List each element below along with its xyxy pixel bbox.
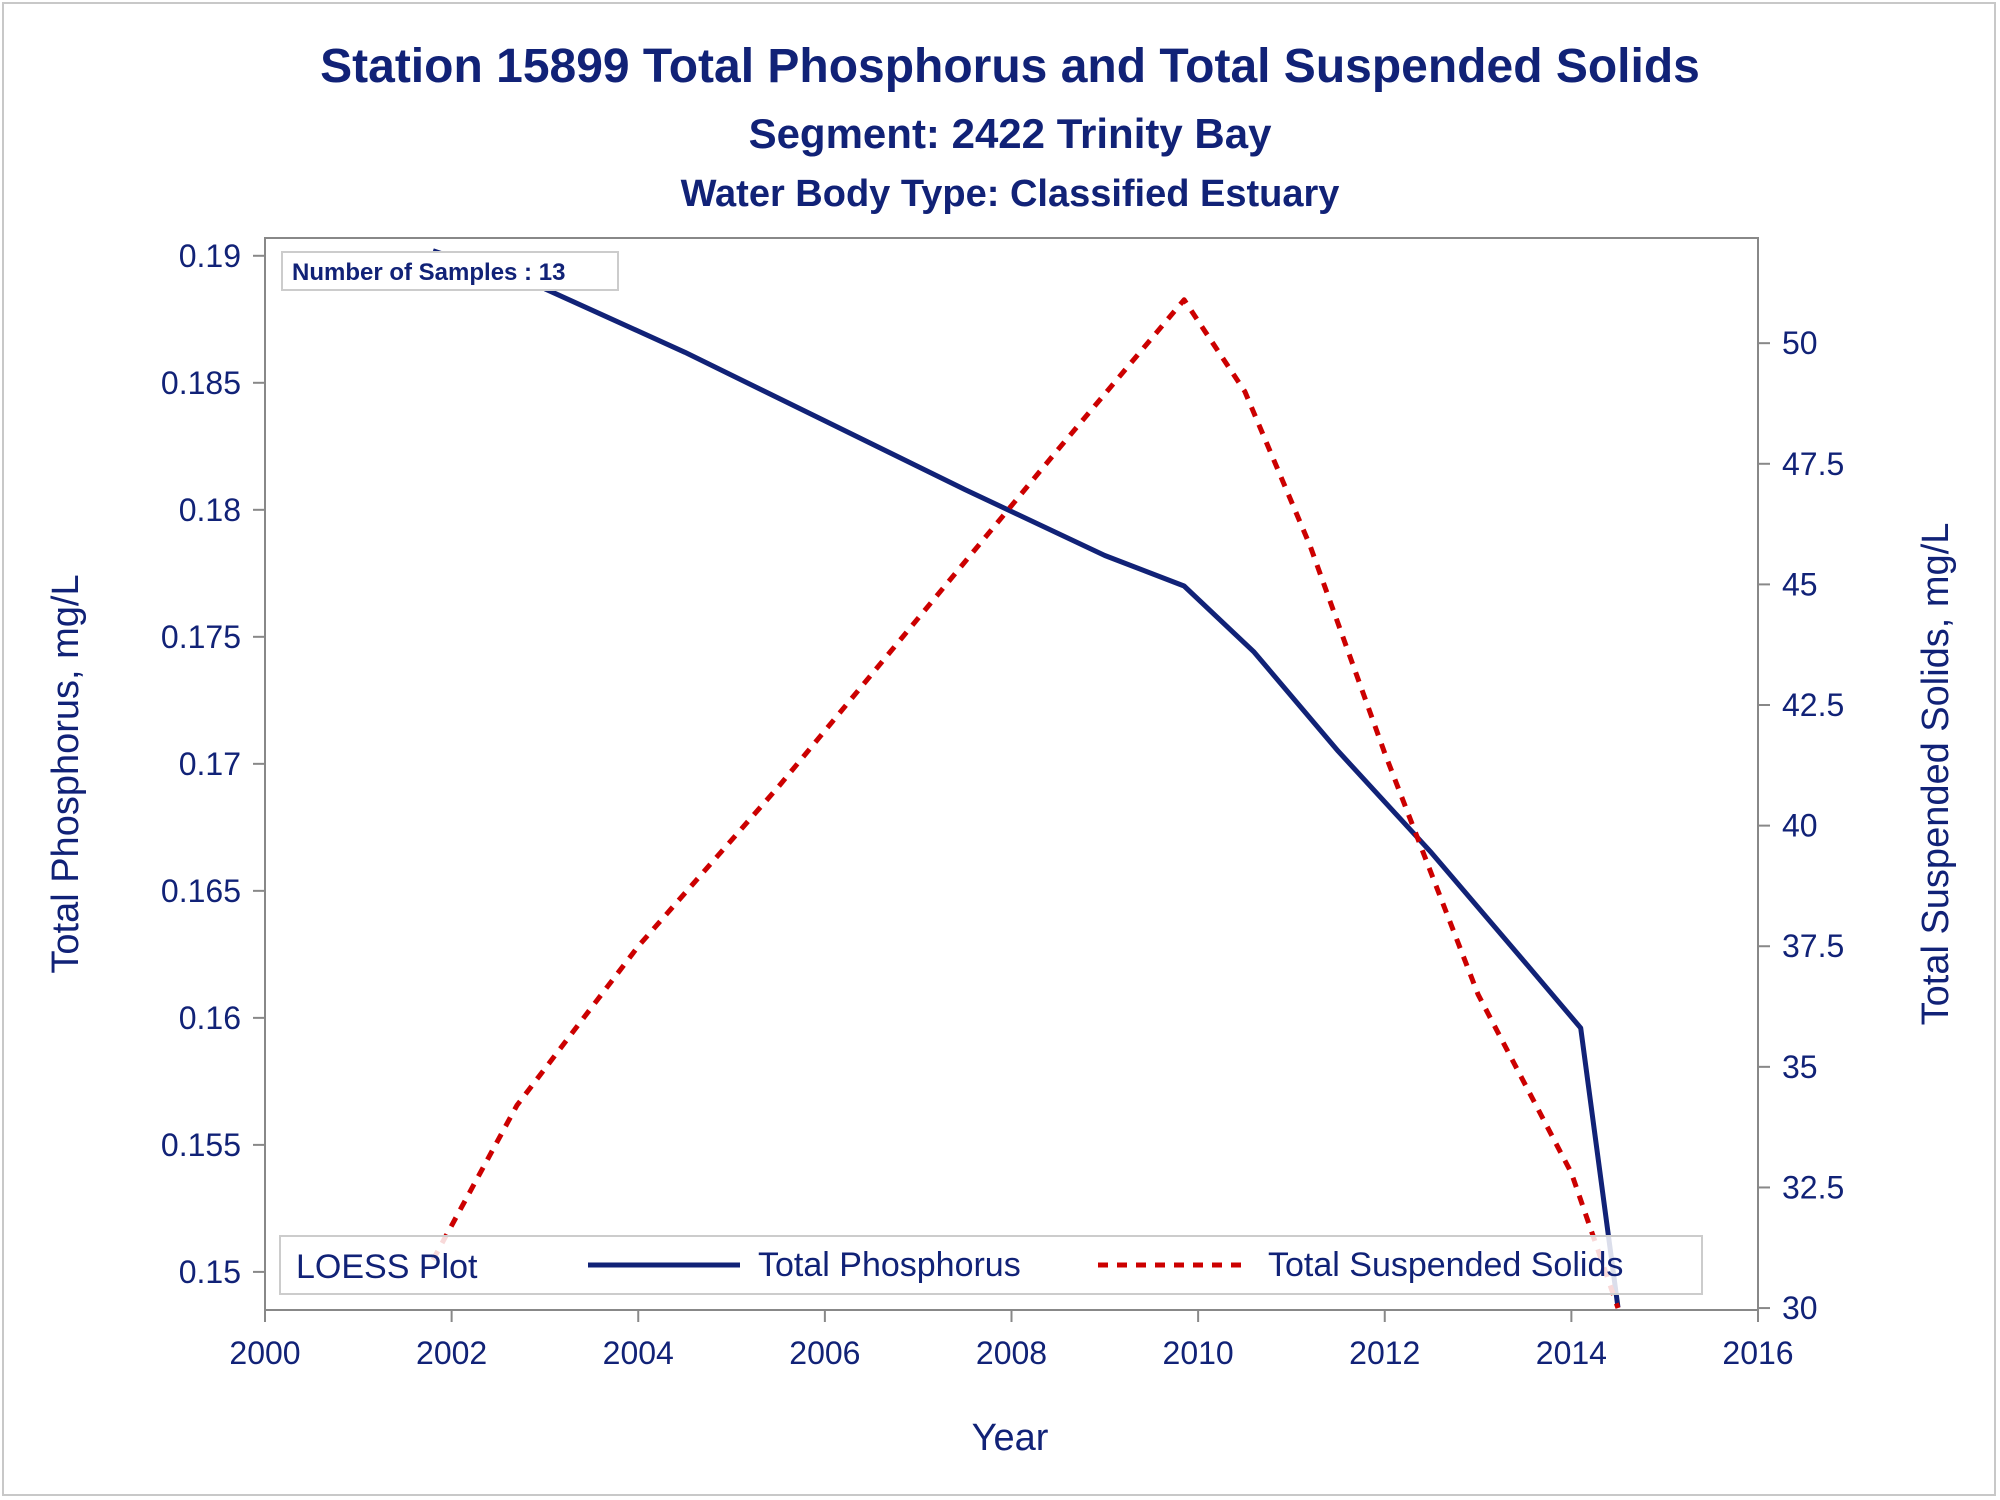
x-tick-label: 2006: [789, 1335, 860, 1371]
y2-tick-label: 32.5: [1782, 1169, 1844, 1205]
y2-axis-ticks: 30 32.5 35 37.5 40 42.5 45 47.5 50: [1758, 325, 1844, 1326]
y-tick-label: 0.18: [179, 492, 241, 528]
legend-label-phosphorus: Total Phosphorus: [758, 1246, 1021, 1284]
x-tick-label: 2000: [229, 1335, 300, 1371]
x-tick-label: 2014: [1536, 1335, 1607, 1371]
x-tick-label: 2004: [603, 1335, 674, 1371]
y-tick-label: 0.19: [179, 238, 241, 274]
y2-tick-label: 35: [1782, 1049, 1818, 1085]
sample-count-box: [281, 251, 619, 291]
y-tick-label: 0.17: [179, 746, 241, 782]
chart-title: Station 15899 Total Phosphorus and Total…: [320, 40, 1700, 93]
y-axis-ticks: 0.15 0.155 0.16 0.165 0.17 0.175 0.18 0.185 0.19: [161, 238, 265, 1290]
x-tick-label: 2002: [416, 1335, 487, 1371]
x-tick-label: 2016: [1722, 1335, 1793, 1371]
x-tick-label: 2008: [976, 1335, 1047, 1371]
chart-subtitle-2: Water Body Type: Classified Estuary: [681, 173, 1340, 215]
series-line-total-suspended-solids: [430, 297, 1621, 1309]
y2-axis-label: Total Suspended Solids, mg/L: [1915, 523, 1957, 1026]
y-tick-label: 0.175: [161, 619, 241, 655]
sample-count-label: Number of Samples : 13: [292, 259, 565, 286]
y2-tick-label: 45: [1782, 566, 1818, 602]
y-tick-label: 0.155: [161, 1127, 241, 1163]
legend-label-tss: Total Suspended Solids: [1268, 1246, 1623, 1284]
y2-tick-label: 50: [1782, 325, 1818, 361]
y-tick-label: 0.16: [179, 1000, 241, 1036]
x-axis-label: Year: [972, 1417, 1049, 1459]
legend-box: [279, 1235, 1703, 1295]
x-tick-label: 2010: [1163, 1335, 1234, 1371]
x-axis-ticks: 2000 2002 2004 2006 2008 2010 2012 2014 2016: [229, 1310, 1794, 1371]
y2-tick-label: 40: [1782, 808, 1818, 844]
y-tick-label: 0.15: [179, 1254, 241, 1290]
plot-area: [264, 237, 1759, 1311]
y-axis-label: Total Phosphorus, mg/L: [45, 574, 87, 973]
legend-title: LOESS Plot: [296, 1248, 478, 1286]
y2-tick-label: 47.5: [1782, 446, 1844, 482]
chart-subtitle: Segment: 2422 Trinity Bay: [749, 110, 1273, 157]
y2-tick-label: 37.5: [1782, 928, 1844, 964]
y-tick-label: 0.185: [161, 365, 241, 401]
series-group: [430, 248, 1621, 1309]
y2-tick-label: 42.5: [1782, 687, 1844, 723]
y-tick-label: 0.165: [161, 873, 241, 909]
y2-tick-label: 30: [1782, 1290, 1818, 1326]
x-tick-label: 2012: [1349, 1335, 1420, 1371]
legend: LOESS Plot Total Phosphorus Total Suspen…: [279, 1235, 1703, 1295]
series-line-total-phosphorus: [432, 248, 1621, 1308]
